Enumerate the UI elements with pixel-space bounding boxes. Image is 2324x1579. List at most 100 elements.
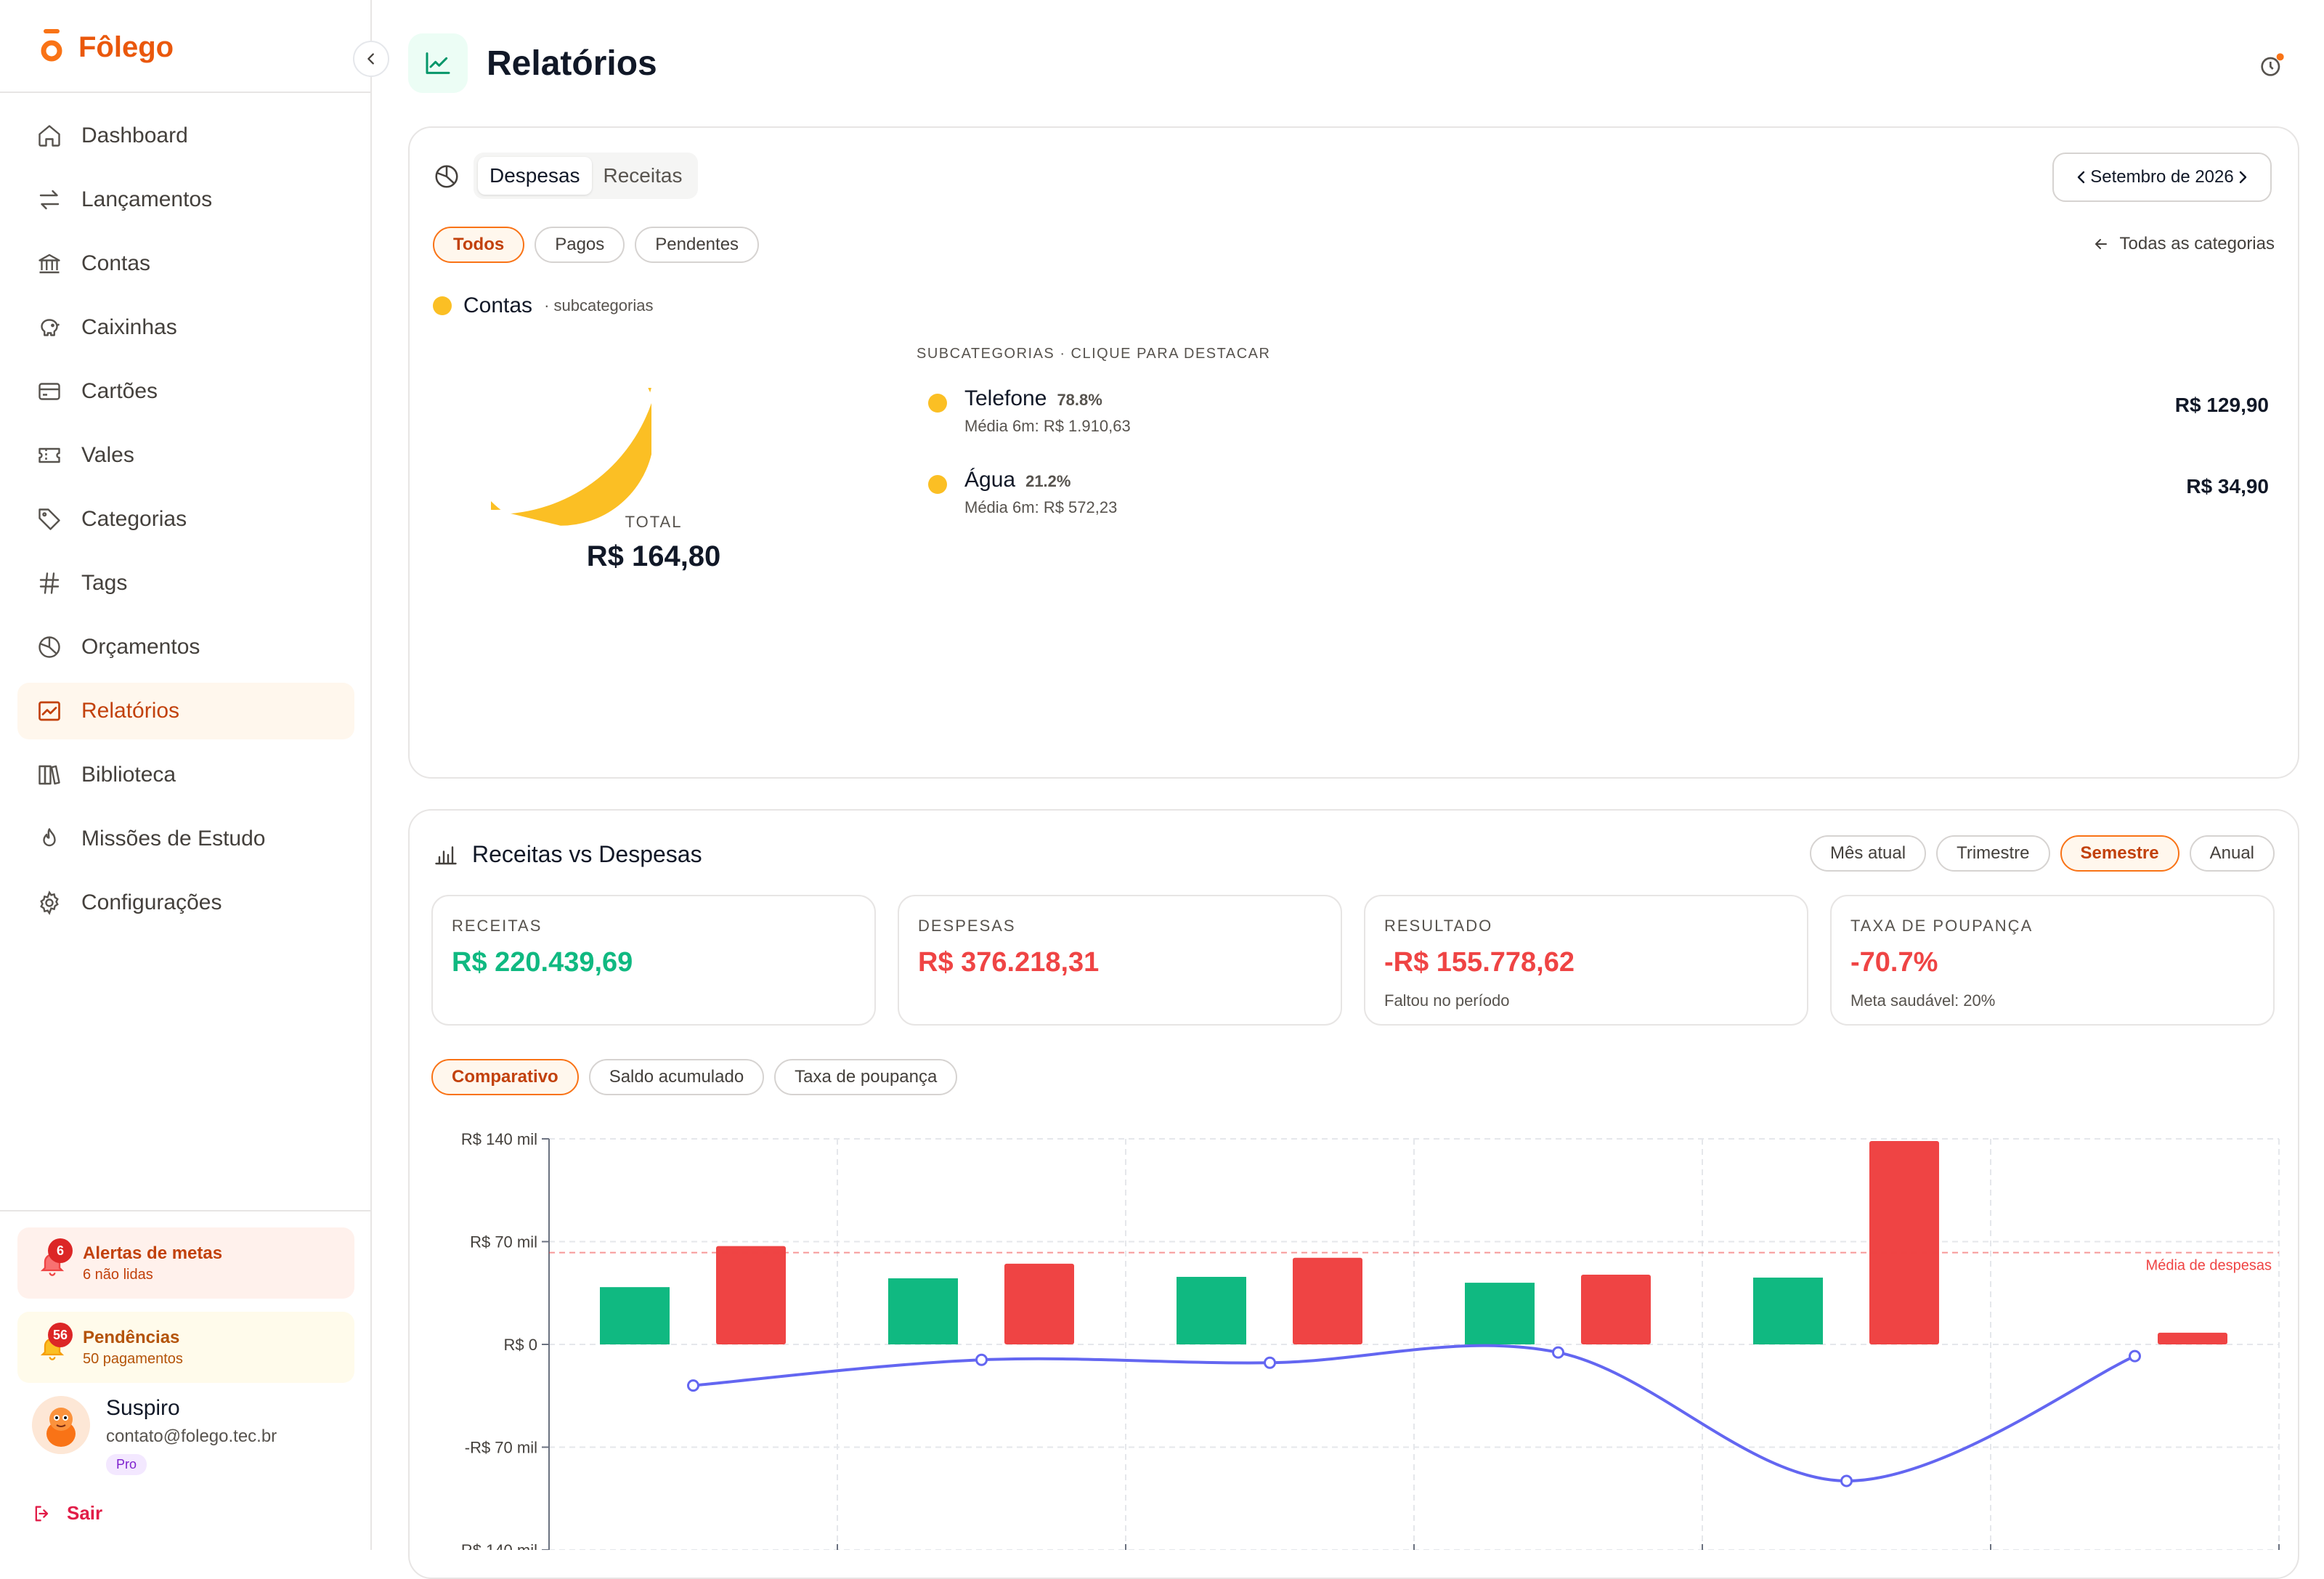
books-icon (35, 760, 64, 790)
saldo-line (693, 1344, 2136, 1482)
kpi-taxa-poupanca: TAXA DE POUPANÇA -70.7% Meta saudável: 2… (1830, 895, 2275, 1026)
kpi-subtitle: Faltou no período (1384, 991, 1510, 1010)
view-saldo-acumulado[interactable]: Saldo acumulado (588, 1059, 765, 1095)
collapse-sidebar-button[interactable] (353, 41, 389, 77)
sidebar-item-label: Contas (81, 251, 151, 275)
filter-pagos[interactable]: Pagos (535, 227, 625, 263)
chevron-left-icon[interactable] (2073, 169, 2090, 186)
bar-chart-icon (435, 845, 457, 864)
subcategory-percent: 21.2% (1025, 472, 1071, 490)
pending-count-badge: 56 (48, 1323, 73, 1347)
sidebar-item-label: Vales (81, 443, 134, 467)
gear-icon (35, 888, 64, 917)
subcategory-row-agua[interactable]: Água 21.2% Média 6m: R$ 572,23 R$ 34,90 (928, 468, 2269, 517)
sidebar-item-label: Missões de Estudo (81, 827, 266, 851)
sidebar-item-configuracoes[interactable]: Configurações (17, 874, 354, 931)
bar-despesas-2[interactable] (1293, 1257, 1362, 1344)
alert-count-badge: 6 (48, 1238, 73, 1263)
filter-pendentes[interactable]: Pendentes (635, 227, 760, 263)
y-tick-label: R$ 70 mil (470, 1233, 537, 1251)
bar-despesas-5[interactable] (2158, 1332, 2227, 1344)
saldo-point-5[interactable] (2129, 1349, 2141, 1363)
bar-receitas-4[interactable] (1753, 1278, 1823, 1344)
goal-alerts-card[interactable]: 6 Alertas de metas 6 não lidas (17, 1227, 354, 1299)
rvd-title: Receitas vs Despesas (472, 841, 702, 867)
bar-despesas-0[interactable] (716, 1246, 786, 1344)
sidebar-item-tags[interactable]: Tags (17, 555, 354, 612)
arrows-exchange-icon (35, 185, 64, 214)
bar-receitas-0[interactable] (600, 1287, 670, 1344)
line-chart-icon (408, 33, 468, 93)
alert-subtitle: 6 não lidas (83, 1266, 153, 1283)
category-name: Contas (463, 293, 533, 317)
bar-receitas-1[interactable] (888, 1278, 958, 1344)
notifications-button[interactable] (2257, 51, 2286, 80)
pie-chart-icon (35, 633, 64, 662)
y-tick-label: -R$ 70 mil (465, 1439, 537, 1457)
all-categories-link[interactable]: Todas as categorias (2092, 234, 2275, 254)
user-name: Suspiro (106, 1396, 180, 1420)
alert-title: Alertas de metas (83, 1243, 223, 1263)
page-header: Relatórios (408, 33, 657, 93)
view-taxa-poupanca[interactable]: Taxa de poupança (774, 1059, 958, 1095)
tab-receitas[interactable]: Receitas (603, 164, 683, 187)
alert-subtitle: 50 pagamentos (83, 1350, 183, 1367)
y-tick-label: R$ 140 mil (461, 1130, 537, 1148)
donut-chart (491, 388, 659, 530)
tab-despesas[interactable]: Despesas (478, 157, 592, 195)
logout-button[interactable]: Sair (32, 1502, 102, 1525)
sidebar-item-cartoes[interactable]: Cartões (17, 363, 354, 420)
chart-view-tabs: Comparativo Saldo acumulado Taxa de poup… (431, 1059, 958, 1095)
subcategory-average: Média 6m: R$ 572,23 (964, 498, 1118, 516)
subcategory-row-telefone[interactable]: Telefone 78.8% Média 6m: R$ 1.910,63 R$ 1… (928, 386, 2269, 436)
bar-receitas-3[interactable] (1465, 1283, 1535, 1344)
category-hint: · subcategorias (544, 296, 654, 314)
sidebar-item-label: Lançamentos (81, 187, 213, 211)
sidebar: Fôlego Dashboard Lançamentos Contas Caix… (0, 0, 389, 1550)
saldo-point-1[interactable] (975, 1353, 988, 1366)
sidebar-item-missoes[interactable]: Missões de Estudo (17, 811, 354, 867)
sidebar-item-dashboard[interactable]: Dashboard (17, 107, 354, 164)
bell-icon: 56 (38, 1323, 73, 1362)
sidebar-item-relatorios[interactable]: Relatórios (17, 683, 354, 739)
bar-despesas-3[interactable] (1581, 1274, 1651, 1344)
view-comparativo[interactable]: Comparativo (431, 1059, 579, 1095)
pending-payments-card[interactable]: 56 Pendências 50 pagamentos (17, 1312, 354, 1383)
kpi-label: TAXA DE POUPANÇA (1850, 917, 2033, 935)
sidebar-item-caixinhas[interactable]: Caixinhas (17, 299, 354, 356)
sidebar-item-orcamentos[interactable]: Orçamentos (17, 619, 354, 675)
income-vs-expenses-chart: R$ 140 mil R$ 70 mil R$ 0 -R$ 70 mil -R$ 140… (456, 1130, 2280, 1550)
sidebar-item-label: Biblioteca (81, 763, 176, 787)
status-filters: Todos Pagos Pendentes (433, 227, 760, 263)
current-month: Setembro de 2026 (2090, 167, 2234, 187)
brand[interactable]: Fôlego (41, 29, 174, 65)
alert-title: Pendências (83, 1327, 180, 1347)
bar-despesas-1[interactable] (1004, 1263, 1074, 1344)
folego-logo-icon (41, 29, 62, 65)
period-semestre[interactable]: Semestre (2060, 835, 2179, 872)
period-anual[interactable]: Anual (2189, 835, 2275, 872)
user-email: contato@folego.tec.br (106, 1426, 277, 1446)
saldo-point-4[interactable] (1840, 1474, 1853, 1487)
y-tick-label: R$ 0 (504, 1336, 537, 1354)
sidebar-divider (0, 1210, 370, 1211)
period-mes-atual[interactable]: Mês atual (1810, 835, 1927, 872)
filter-todos[interactable]: Todos (433, 227, 525, 263)
user-profile[interactable]: Suspiro contato@folego.tec.br Pro (32, 1396, 277, 1475)
period-trimestre[interactable]: Trimestre (1936, 835, 2050, 872)
donut-slice-1[interactable] (495, 388, 656, 530)
chevron-right-icon[interactable] (2234, 169, 2251, 186)
saldo-point-3[interactable] (1552, 1346, 1564, 1359)
sidebar-item-vales[interactable]: Vales (17, 427, 354, 484)
subcategory-dot (928, 475, 947, 494)
bar-receitas-2[interactable] (1177, 1277, 1246, 1344)
donut-center: TOTAL R$ 164,80 (491, 513, 816, 573)
sidebar-item-contas[interactable]: Contas (17, 235, 354, 292)
sidebar-item-categorias[interactable]: Categorias (17, 491, 354, 548)
bar-despesas-4[interactable] (1869, 1141, 1939, 1344)
y-tick-label: -R$ 140 mil (456, 1541, 537, 1550)
sidebar-item-biblioteca[interactable]: Biblioteca (17, 747, 354, 803)
saldo-point-2[interactable] (1264, 1356, 1276, 1369)
saldo-point-0[interactable] (687, 1379, 699, 1392)
sidebar-item-lancamentos[interactable]: Lançamentos (17, 171, 354, 228)
